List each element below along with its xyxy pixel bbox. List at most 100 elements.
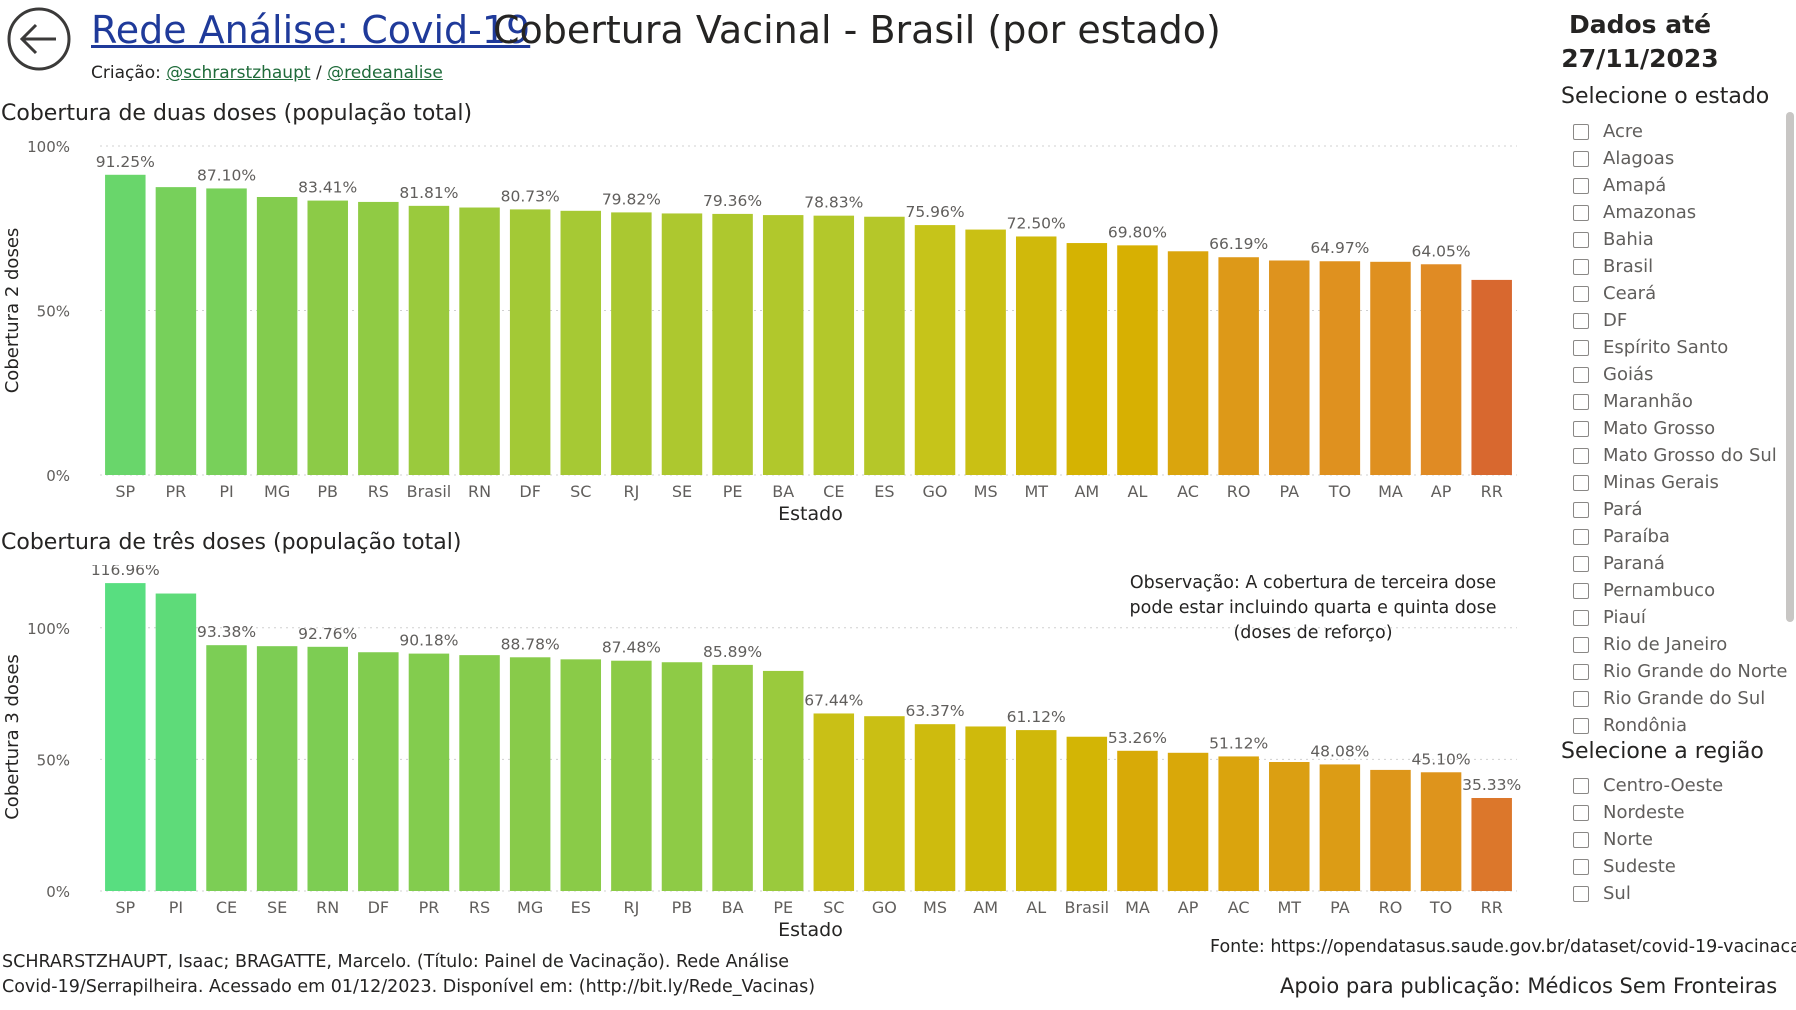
state-option-5[interactable]: Brasil xyxy=(1573,253,1787,280)
data-label-RJ: 79.82% xyxy=(602,190,661,208)
region-option-4[interactable]: Sul xyxy=(1573,880,1723,907)
state-option-2[interactable]: Amapá xyxy=(1573,172,1787,199)
state-option-1[interactable]: Alagoas xyxy=(1573,145,1787,172)
credit-link-schrarstzhaupt[interactable]: @schrarstzhaupt xyxy=(166,63,311,83)
state-option-label: Rondônia xyxy=(1603,715,1687,736)
bar-PR xyxy=(408,653,450,891)
state-option-21[interactable]: Rio Grande do Sul xyxy=(1573,685,1787,712)
state-option-label: Mato Grosso do Sul xyxy=(1603,445,1777,466)
state-option-6[interactable]: Ceará xyxy=(1573,280,1787,307)
region-option-1[interactable]: Nordeste xyxy=(1573,799,1723,826)
checkbox-icon[interactable] xyxy=(1573,123,1589,140)
state-option-20[interactable]: Rio Grande do Norte xyxy=(1573,658,1787,685)
bar-CE xyxy=(813,215,855,475)
checkbox-icon[interactable] xyxy=(1573,393,1589,410)
state-option-8[interactable]: Espírito Santo xyxy=(1573,334,1787,361)
checkbox-icon[interactable] xyxy=(1573,885,1589,902)
checkbox-icon[interactable] xyxy=(1573,528,1589,545)
checkbox-icon[interactable] xyxy=(1573,804,1589,821)
checkbox-icon[interactable] xyxy=(1573,312,1589,329)
rede-analise-link[interactable]: Rede Análise: Covid-19 xyxy=(91,8,531,52)
bar-RS xyxy=(459,655,500,891)
bar-RO xyxy=(1218,257,1259,475)
state-option-label: Goiás xyxy=(1603,364,1654,385)
state-option-label: Piauí xyxy=(1603,607,1646,628)
checkbox-icon[interactable] xyxy=(1573,447,1589,464)
x-tick-MA: MA xyxy=(1125,898,1150,917)
x-tick-MT: MT xyxy=(1024,482,1048,501)
state-filter-scrollbar[interactable] xyxy=(1786,112,1794,622)
checkbox-icon[interactable] xyxy=(1573,177,1589,194)
checkbox-icon[interactable] xyxy=(1573,339,1589,356)
checkbox-icon[interactable] xyxy=(1573,231,1589,248)
region-filter-title: Selecione a região xyxy=(1561,739,1764,764)
data-label-SC: 67.44% xyxy=(804,691,863,709)
bar-PE xyxy=(762,670,804,891)
x-tick-RR: RR xyxy=(1481,898,1503,917)
state-option-11[interactable]: Mato Grosso xyxy=(1573,415,1787,442)
state-option-7[interactable]: DF xyxy=(1573,307,1787,334)
state-option-17[interactable]: Pernambuco xyxy=(1573,577,1787,604)
state-option-14[interactable]: Pará xyxy=(1573,496,1787,523)
x-tick-ES: ES xyxy=(571,898,591,917)
x-tick-DF: DF xyxy=(519,482,541,501)
credit-link-redeanalise[interactable]: @redeanalise xyxy=(327,63,443,83)
state-option-label: Amazonas xyxy=(1603,202,1697,223)
checkbox-icon[interactable] xyxy=(1573,204,1589,221)
region-option-3[interactable]: Sudeste xyxy=(1573,853,1723,880)
checkbox-icon[interactable] xyxy=(1573,609,1589,626)
checkbox-icon[interactable] xyxy=(1573,258,1589,275)
checkbox-icon[interactable] xyxy=(1573,555,1589,572)
x-tick-RN: RN xyxy=(468,482,491,501)
bar-MS xyxy=(965,229,1006,475)
x-tick-GO: GO xyxy=(872,898,897,917)
state-option-15[interactable]: Paraíba xyxy=(1573,523,1787,550)
chart2-data-labels: 116.96% 93.38% 92.76% 90.18% 88.78% 87.48% 85.… xyxy=(91,565,1521,794)
checkbox-icon[interactable] xyxy=(1573,501,1589,518)
checkbox-icon[interactable] xyxy=(1573,717,1589,734)
state-option-18[interactable]: Piauí xyxy=(1573,604,1787,631)
x-tick-SE: SE xyxy=(267,898,287,917)
data-label-PE: 79.36% xyxy=(703,192,762,210)
region-option-2[interactable]: Norte xyxy=(1573,826,1723,853)
x-tick-AP: AP xyxy=(1431,482,1452,501)
x-tick-AC: AC xyxy=(1177,482,1199,501)
y-tick-label: 100% xyxy=(27,620,70,638)
x-tick-RO: RO xyxy=(1379,898,1403,917)
checkbox-icon[interactable] xyxy=(1573,285,1589,302)
x-tick-GO: GO xyxy=(923,482,948,501)
checkbox-icon[interactable] xyxy=(1573,636,1589,653)
state-option-0[interactable]: Acre xyxy=(1573,118,1787,145)
chart2-yticks: 0% 50% 100% xyxy=(27,620,70,901)
checkbox-icon[interactable] xyxy=(1573,474,1589,491)
y-tick-label: 0% xyxy=(46,883,70,901)
y-tick-label: 0% xyxy=(46,467,70,485)
data-label-MG: 88.78% xyxy=(501,635,560,653)
x-tick-TO: TO xyxy=(1328,482,1351,501)
checkbox-icon[interactable] xyxy=(1573,690,1589,707)
checkbox-icon[interactable] xyxy=(1573,858,1589,875)
checkbox-icon[interactable] xyxy=(1573,366,1589,383)
checkbox-icon[interactable] xyxy=(1573,777,1589,794)
checkbox-icon[interactable] xyxy=(1573,663,1589,680)
bar-SC xyxy=(560,210,602,476)
state-option-12[interactable]: Mato Grosso do Sul xyxy=(1573,442,1787,469)
state-option-16[interactable]: Paraná xyxy=(1573,550,1787,577)
state-option-3[interactable]: Amazonas xyxy=(1573,199,1787,226)
region-option-0[interactable]: Centro-Oeste xyxy=(1573,772,1723,799)
checkbox-icon[interactable] xyxy=(1573,831,1589,848)
x-tick-AC: AC xyxy=(1228,898,1250,917)
state-option-10[interactable]: Maranhão xyxy=(1573,388,1787,415)
region-option-label: Sudeste xyxy=(1603,856,1676,877)
third-dose-note: Observação: A cobertura de terceira dose… xyxy=(1129,573,1497,643)
checkbox-icon[interactable] xyxy=(1573,582,1589,599)
state-option-4[interactable]: Bahia xyxy=(1573,226,1787,253)
back-button[interactable] xyxy=(6,6,72,72)
bar-RR xyxy=(1471,279,1512,475)
state-option-13[interactable]: Minas Gerais xyxy=(1573,469,1787,496)
checkbox-icon[interactable] xyxy=(1573,150,1589,167)
state-option-9[interactable]: Goiás xyxy=(1573,361,1787,388)
state-option-22[interactable]: Rondônia xyxy=(1573,712,1787,739)
checkbox-icon[interactable] xyxy=(1573,420,1589,437)
state-option-19[interactable]: Rio de Janeiro xyxy=(1573,631,1787,658)
